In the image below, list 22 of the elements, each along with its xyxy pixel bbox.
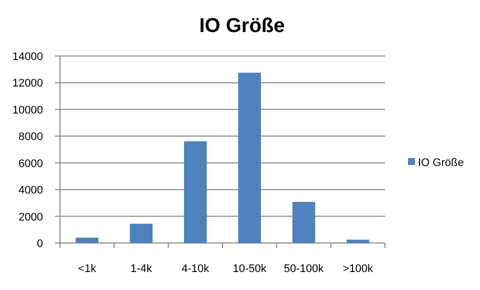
x-tick-label: 10-50k [232, 263, 267, 275]
y-tick-label: 10000 [12, 104, 43, 116]
bar [184, 141, 207, 243]
x-tick-label: 50-100k [284, 263, 324, 275]
bar [292, 202, 316, 243]
bar [76, 238, 98, 243]
y-tick-label: 6000 [18, 158, 43, 170]
y-tick-label: 14000 [12, 51, 43, 63]
chart-title: IO Größe [199, 15, 285, 37]
y-tick-label: 12000 [12, 78, 43, 90]
y-tick-label: 0 [36, 238, 43, 250]
legend-label: IO Größe [418, 157, 464, 169]
y-tick-label: 4000 [18, 184, 43, 197]
x-tick-label: 1-4k [130, 263, 152, 275]
bar [130, 224, 153, 243]
x-tick-label: >100k [342, 263, 374, 275]
x-tick-label: 4-10k [182, 263, 210, 275]
bar [238, 72, 261, 243]
bar [346, 240, 370, 243]
y-tick-label: 2000 [18, 211, 43, 224]
y-tick-label: 8000 [18, 131, 43, 144]
x-tick-label: <1k [78, 263, 97, 275]
